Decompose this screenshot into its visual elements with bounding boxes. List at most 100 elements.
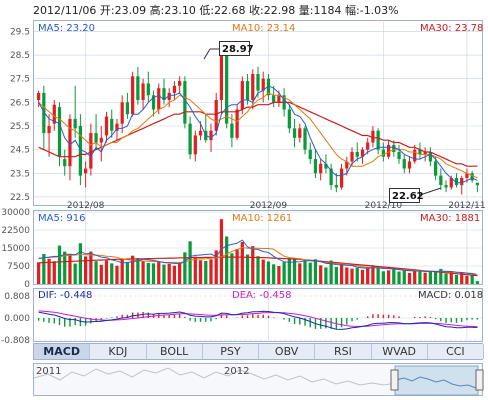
candle-body (423, 152, 427, 155)
volume-bar (397, 271, 401, 284)
candle-body (99, 137, 103, 143)
tab-psy[interactable]: PSY (202, 344, 259, 359)
candle-body (157, 88, 161, 110)
candle (230, 114, 234, 148)
macd-dea-label: DEA: -0.458 (232, 290, 291, 301)
volume-bars[interactable] (36, 219, 480, 284)
volume-bar (214, 250, 218, 284)
price-y-tick: 25.5 (10, 122, 30, 132)
tab-boll[interactable]: BOLL (146, 344, 203, 359)
candle-body (433, 161, 438, 176)
price-y-tick: 26.5 (10, 98, 30, 108)
candle-body (36, 92, 41, 100)
volume-y-tick: 30000 (1, 208, 30, 218)
header-open: 23.09 (114, 4, 147, 17)
navigator-right-handle[interactable] (475, 369, 484, 391)
tab-wvad[interactable]: WVAD (371, 344, 428, 359)
candle-body (214, 100, 218, 131)
volume-bar (204, 260, 208, 284)
volume-bar (245, 254, 250, 284)
volume-bar (366, 266, 370, 284)
volume-bar (183, 252, 187, 284)
volume-bar (308, 262, 312, 284)
candle (454, 173, 459, 188)
candle-body (298, 128, 302, 138)
candle (266, 74, 271, 100)
navigator-left-handle[interactable] (390, 369, 399, 391)
candle-body (261, 78, 265, 91)
min-price-value: 22.62 (392, 191, 424, 202)
tab-rsi[interactable]: RSI (315, 344, 372, 359)
tab-macd[interactable]: MACD (34, 344, 91, 359)
candle (444, 180, 448, 193)
candle-body (292, 128, 297, 138)
candle (475, 182, 480, 193)
candle-body (167, 92, 171, 100)
price-x-tick: 2012/10 (365, 201, 403, 211)
candle-body (324, 163, 328, 169)
candle-body (52, 104, 56, 124)
candle (381, 142, 385, 162)
candle-body (319, 163, 323, 174)
candle-body (386, 144, 391, 157)
volume-bar (392, 269, 396, 284)
tab-cci[interactable]: CCI (427, 344, 484, 359)
volume-bar (334, 266, 338, 284)
candle-body (178, 81, 182, 86)
volume-bar (460, 272, 464, 284)
price-candles[interactable] (36, 43, 480, 195)
candle (319, 159, 323, 181)
volume-bar (52, 261, 56, 284)
volume-bar (157, 261, 161, 284)
candle (402, 154, 406, 174)
volume-moving-averages (38, 239, 478, 277)
tab-obv[interactable]: OBV (259, 344, 316, 359)
volume-bar (42, 254, 46, 284)
candle (240, 76, 244, 115)
candle (188, 116, 192, 160)
volume-bar (47, 258, 51, 284)
candle-body (151, 95, 156, 110)
header-close-label: 收: (249, 4, 264, 17)
candle (125, 92, 130, 119)
candle (413, 144, 417, 164)
header-change: -1.03% (359, 4, 399, 17)
volume-bar (146, 262, 150, 284)
candle (298, 123, 302, 143)
tab-kdj[interactable]: KDJ (90, 344, 147, 359)
navigator-selection[interactable] (394, 365, 479, 396)
volume-y-tick: 0 (24, 280, 30, 290)
candle-body (193, 135, 197, 155)
candle-body (110, 118, 114, 131)
volume-bar (94, 261, 98, 284)
candle-body (219, 52, 224, 100)
volume-bar (57, 245, 62, 284)
volume-bar (193, 256, 197, 284)
volume-bar (162, 264, 166, 284)
volume-bar (360, 269, 365, 284)
candle-body (84, 168, 88, 174)
header-high: 23.10 (164, 4, 196, 17)
navigator-selection-line (395, 376, 477, 389)
candle (360, 147, 365, 164)
candle (376, 128, 380, 155)
ma30-line (38, 101, 478, 167)
ma10-line (38, 92, 478, 179)
quote-header: 2012/11/06 开:23.09 高:23.10 低:22.68 收:22.… (33, 2, 399, 18)
volume-bar (428, 271, 432, 284)
candle-body (141, 83, 145, 100)
volume-bar (407, 272, 412, 284)
candle-body (266, 78, 271, 96)
header-close: 22.98 (263, 4, 296, 17)
candle (131, 71, 135, 117)
volume-bar (251, 246, 255, 284)
navigator-history-line (33, 367, 397, 386)
volume-bar (120, 259, 124, 284)
candle (204, 114, 208, 143)
candle (89, 123, 93, 176)
price-y-tick: 24.5 (10, 146, 30, 156)
volume-bar (298, 263, 302, 284)
candle-body (104, 116, 109, 136)
candle (172, 81, 177, 100)
